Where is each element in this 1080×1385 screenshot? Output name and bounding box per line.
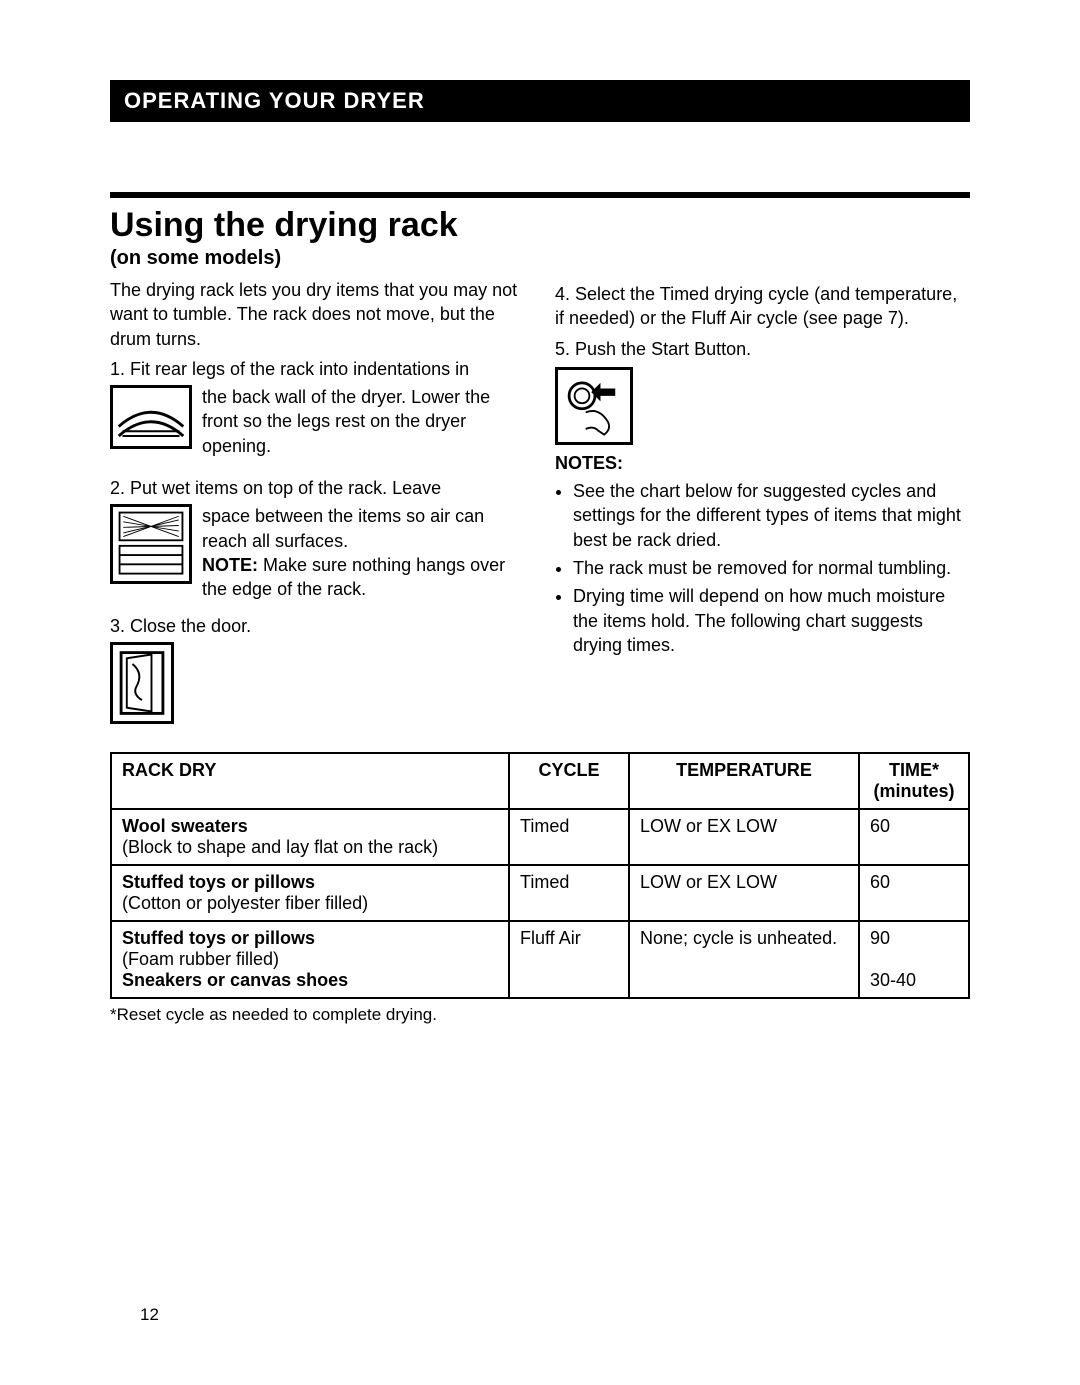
step-text: 1. Fit rear legs of the rack into indent… [110,359,469,379]
table-footnote: *Reset cycle as needed to complete dryin… [110,1005,970,1025]
note-label: NOTE: [202,555,258,575]
cell-temp: None; cycle is unheated. [629,921,859,998]
table-row: Wool sweaters(Block to shape and lay fla… [111,809,969,865]
step-text: space between the items so air can reach… [202,506,484,550]
cell-cycle: Fluff Air [509,921,629,998]
left-column: The drying rack lets you dry items that … [110,278,525,724]
intro-text: The drying rack lets you dry items that … [110,278,525,351]
cell-time: 60 [859,865,969,921]
row-title: Stuffed toys or pillows [122,872,315,892]
row-sub: (Cotton or polyester fiber filled) [122,893,368,913]
start-button-icon [555,367,633,445]
col-rackdry: RACK DRY [111,753,509,809]
cell-time: 90 30-40 [859,921,969,998]
time-val: 90 [870,928,890,948]
notes-list: See the chart below for suggested cycles… [555,479,970,657]
section-header: OPERATING YOUR DRYER [110,80,970,122]
time-val: 30-40 [870,970,916,990]
rack-items-icon [110,504,192,584]
col-time: TIME* (minutes) [859,753,969,809]
col-cycle: CYCLE [509,753,629,809]
page-title: Using the drying rack [110,206,970,245]
step-5: 5. Push the Start Button. [555,337,970,361]
step-2-body: space between the items so air can reach… [202,504,525,601]
step-4: 4. Select the Timed drying cycle (and te… [555,282,970,331]
rack-dry-table: RACK DRY CYCLE TEMPERATURE TIME* (minute… [110,752,970,999]
note-item: Drying time will depend on how much mois… [573,584,970,657]
step-3: 3. Close the door. [110,614,525,638]
row-title: Sneakers or canvas shoes [122,970,348,990]
notes-heading: NOTES: [555,451,970,475]
step-2-lead: 2. Put wet items on top of the rack. Lea… [110,476,525,500]
note-item: The rack must be removed for normal tumb… [573,556,970,580]
row-sub: (Block to shape and lay flat on the rack… [122,837,438,857]
note-item: See the chart below for suggested cycles… [573,479,970,552]
row-title: Stuffed toys or pillows [122,928,315,948]
cell-cycle: Timed [509,809,629,865]
cell-temp: LOW or EX LOW [629,809,859,865]
table-row: Stuffed toys or pillows (Foam rubber fil… [111,921,969,998]
step-1-lead: 1. Fit rear legs of the rack into indent… [110,357,525,381]
rack-indent-icon [110,385,192,449]
row-title: Wool sweaters [122,816,248,836]
divider [110,192,970,198]
col-temp: TEMPERATURE [629,753,859,809]
subheading: (on some models) [110,247,970,270]
right-column: 4. Select the Timed drying cycle (and te… [555,278,970,724]
cell-temp: LOW or EX LOW [629,865,859,921]
row-sub: (Foam rubber filled) [122,949,279,969]
cell-time: 60 [859,809,969,865]
table-row: Stuffed toys or pillows(Cotton or polyes… [111,865,969,921]
cell-cycle: Timed [509,865,629,921]
step-1-cont: the back wall of the dryer. Lower the fr… [202,385,525,458]
page-number: 12 [140,1305,970,1325]
close-door-icon [110,642,174,724]
